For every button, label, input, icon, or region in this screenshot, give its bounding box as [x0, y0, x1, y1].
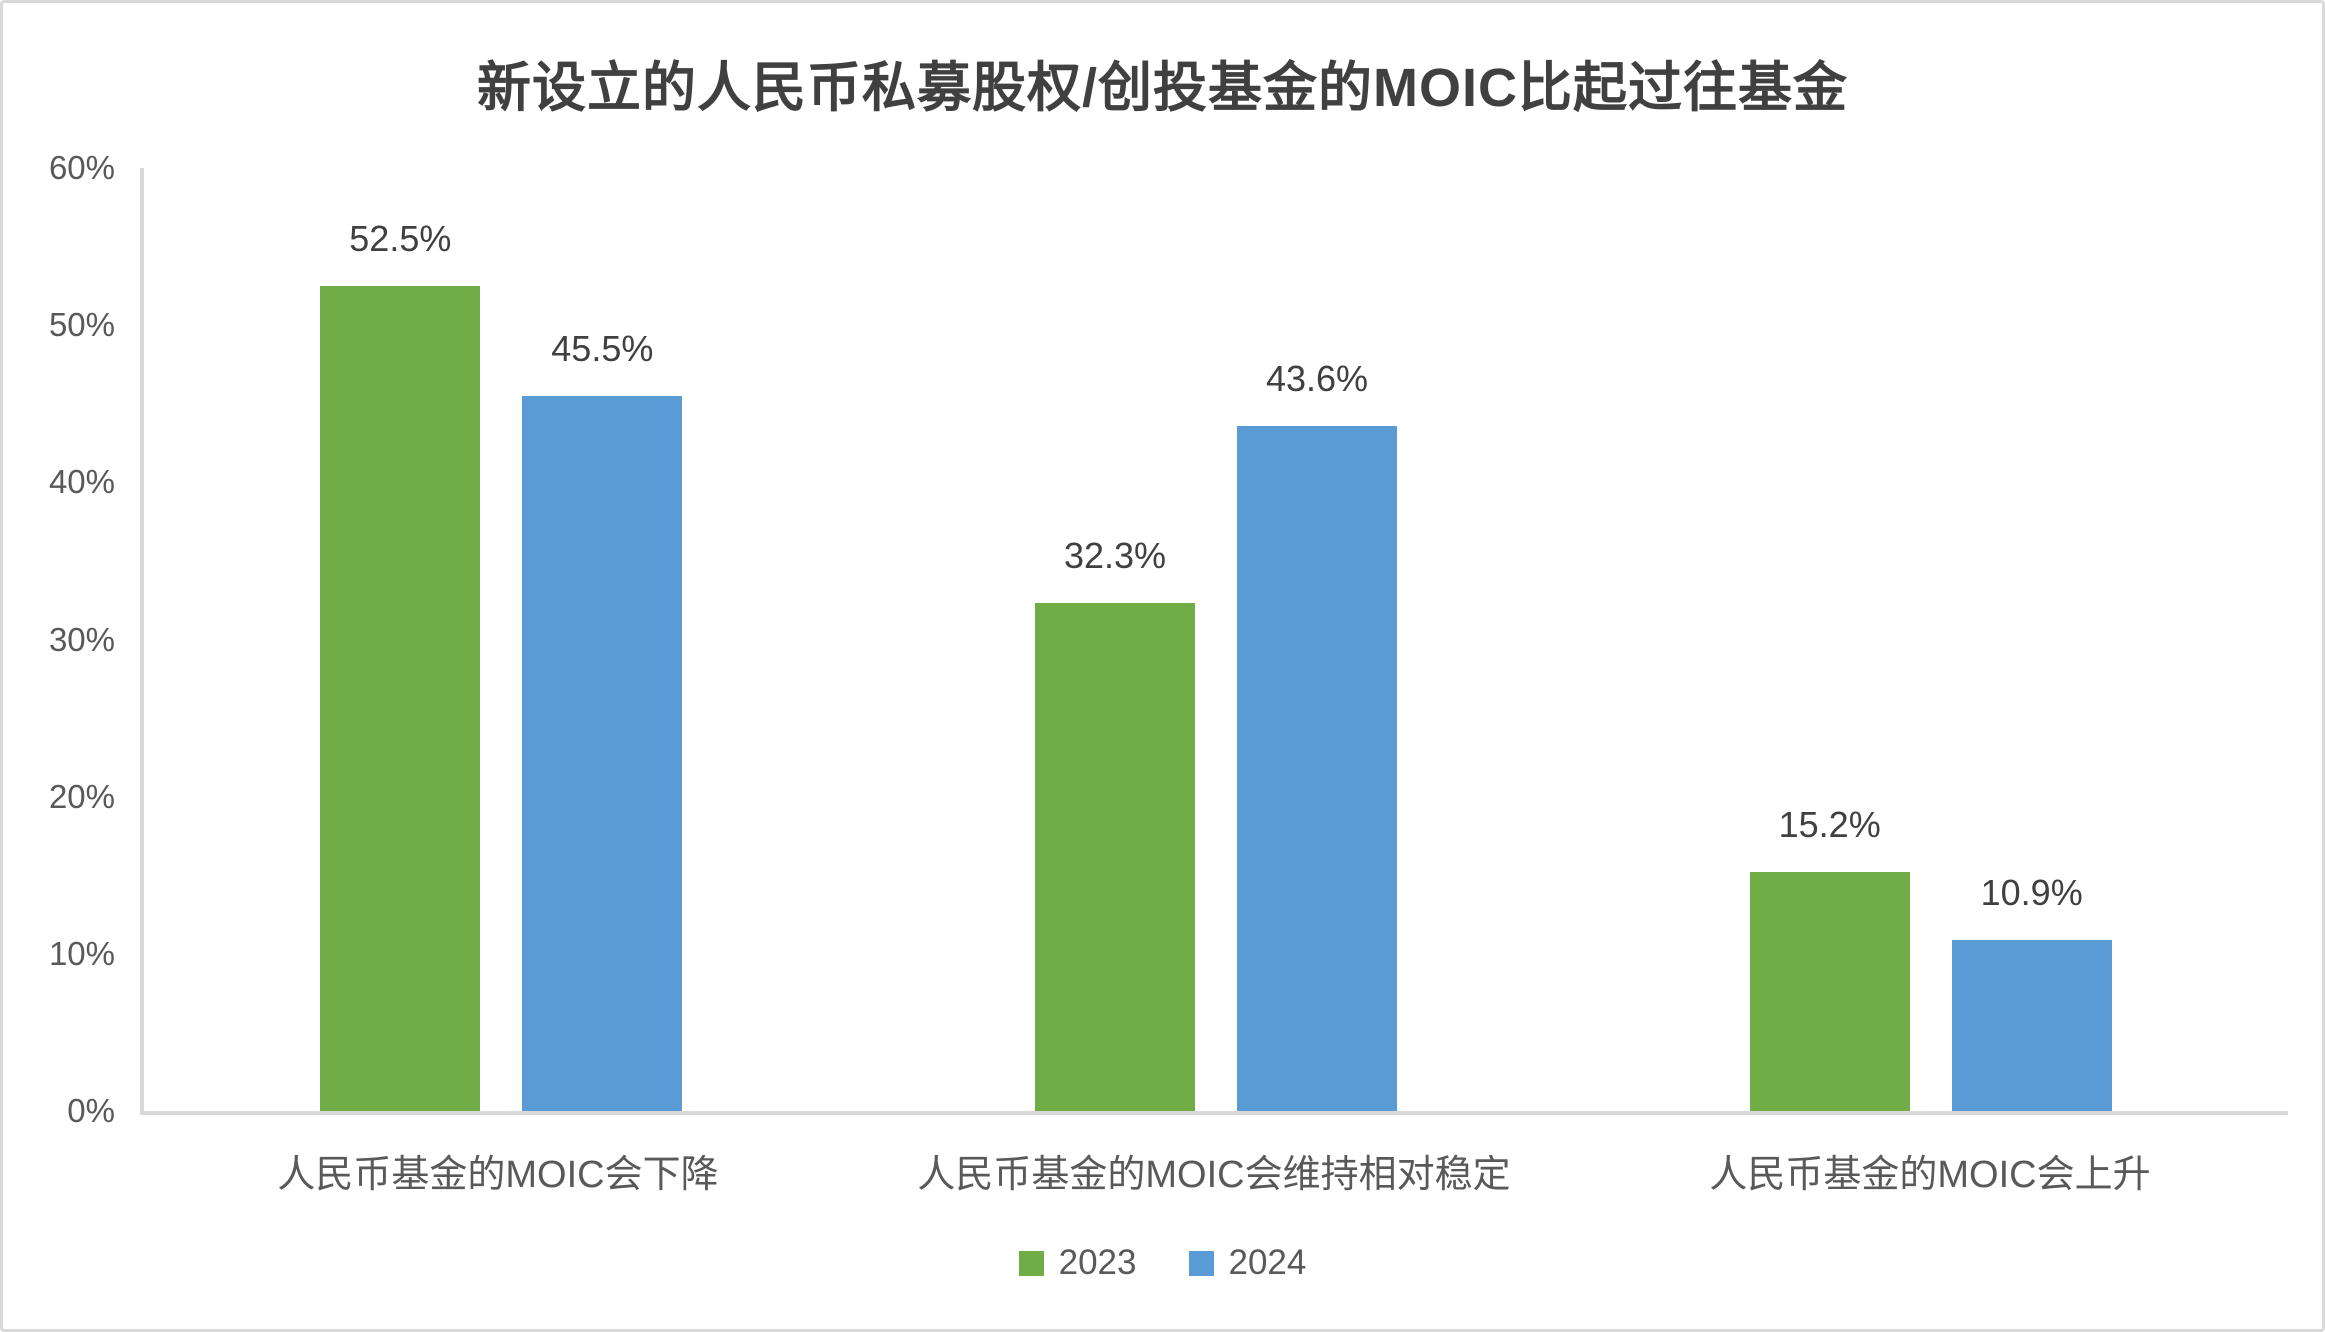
category-label-moic-stable: 人民币基金的MOIC会维持相对稳定 [917, 1154, 1511, 1196]
data-label: 52.5% [349, 217, 452, 259]
y-axis-ticks: 0% 10% 20% 30% 40% 50% 60% [3, 149, 115, 1129]
category-label-moic-increase: 人民币基金的MOIC会上升 [1709, 1154, 2151, 1196]
y-tick-label: 60% [48, 149, 115, 186]
chart-legend: 2023 2024 [3, 1243, 2322, 1283]
y-tick-label: 10% [48, 934, 115, 972]
data-label: 43.6% [1265, 357, 1369, 399]
bar-group: 52.5% 45.5% [144, 168, 859, 1111]
y-tick-label: 40% [48, 463, 115, 501]
legend-item-2024: 2024 [1188, 1243, 1307, 1283]
y-tick-label: 30% [48, 620, 115, 658]
category-label-moic-decrease: 人民币基金的MOIC会下降 [277, 1154, 719, 1196]
data-label: 45.5% [551, 327, 654, 369]
data-label: 10.9% [1980, 871, 2083, 913]
y-tick-label: 0% [67, 1092, 115, 1129]
legend-swatch-2023 [1018, 1250, 1044, 1276]
bar-2024: 45.5% [522, 328, 683, 1111]
y-tick-label: 50% [48, 306, 115, 344]
legend-label-2023: 2023 [1058, 1243, 1137, 1282]
legend-swatch-2024 [1188, 1250, 1214, 1276]
bar-2023: 52.5% [320, 218, 481, 1111]
bar-group: 32.3% 43.6% [859, 168, 1574, 1111]
bar-2024: 43.6% [1237, 358, 1397, 1111]
legend-item-2023: 2023 [1018, 1243, 1137, 1283]
legend-label-2024: 2024 [1228, 1243, 1307, 1282]
data-label: 15.2% [1778, 804, 1881, 846]
x-axis-category-labels: 人民币基金的MOIC会下降 人民币基金的MOIC会维持相对稳定 人民币基金的MO… [140, 1143, 2288, 1198]
chart-title: 新设立的人民币私募股权/创投基金的MOIC比起过往基金 [477, 58, 1848, 118]
bar-2023: 32.3% [1035, 535, 1195, 1111]
bar-group: 15.2% 10.9% [1573, 168, 2288, 1111]
bar-2023: 15.2% [1749, 804, 1910, 1111]
bar-2024: 10.9% [1951, 872, 2112, 1111]
plot-area: 52.5% 45.5% 32.3% 43.6% 15.2% 10.9% [140, 168, 2288, 1115]
data-label: 32.3% [1063, 535, 1167, 577]
y-tick-label: 20% [48, 777, 115, 815]
